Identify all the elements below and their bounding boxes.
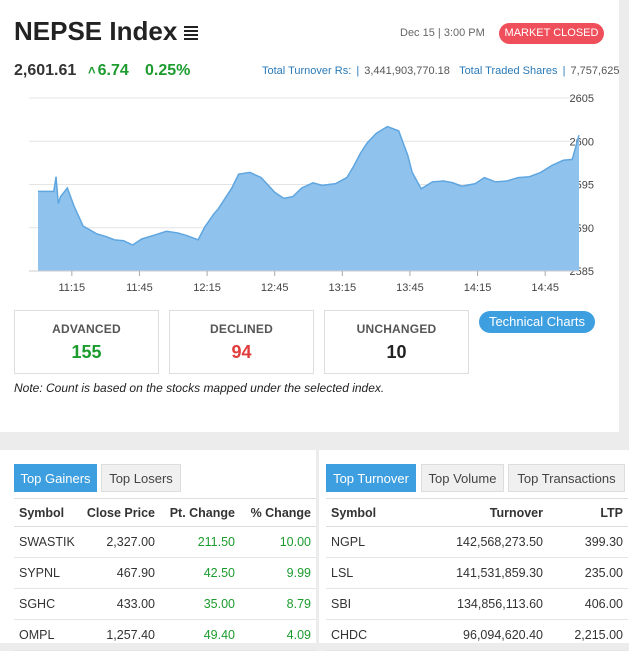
menu-icon[interactable] [184, 26, 198, 40]
value-cell: 142,568,273.50 [396, 526, 548, 558]
index-change: ˄ 6.74 [88, 62, 129, 80]
turnover-label: Total Turnover Rs: [262, 65, 352, 77]
value-cell: 399.30 [548, 526, 628, 558]
value-cell: 2,215.00 [548, 619, 628, 651]
declined-box: DECLINED 94 [169, 310, 314, 374]
table-row[interactable]: OMPL 1,257.40 49.40 4.09 [14, 619, 316, 651]
value-cell: 8.79 [240, 588, 316, 620]
value-cell: 35.00 [160, 588, 240, 620]
advanced-count: 155 [71, 342, 102, 362]
index-card: NEPSE Index Dec 15 | 3:00 PM MARKET CLOS… [0, 0, 619, 432]
value-cell: 42.50 [160, 557, 240, 589]
value-cell: 467.90 [80, 557, 160, 589]
unchanged-count: 10 [386, 342, 407, 362]
index-change-value: 6.74 [97, 62, 129, 79]
market-stats: Total Turnover Rs: | 3,441,903,770.18 To… [262, 65, 620, 77]
value-cell: 2,327.00 [80, 526, 160, 558]
table-row[interactable]: SWASTIK 2,327.00 211.50 10.00 [14, 526, 316, 558]
value-cell: 10.00 [240, 526, 316, 558]
turnover-table: Symbol Turnover LTP NGPL 142,568,273.50 39… [326, 498, 628, 651]
index-value: 2,601.61 [14, 62, 77, 79]
symbol-cell[interactable]: SYPNL [14, 557, 80, 589]
index-change-pct: 0.25% [145, 62, 191, 79]
technical-charts-button[interactable]: Technical Charts [479, 311, 595, 333]
turnover-tabs: Top Turnover Top Volume Top Transactions [326, 464, 626, 492]
shares-value: 7,757,625 [570, 65, 620, 77]
gainers-panel: Top Gainers Top Losers Symbol Close Pric… [0, 450, 316, 651]
market-status-badge: MARKET CLOSED [499, 23, 604, 44]
table-row[interactable]: SGHC 433.00 35.00 8.79 [14, 588, 316, 620]
symbol-cell[interactable]: LSL [326, 557, 396, 589]
value-cell: 96,094,620.40 [396, 619, 548, 651]
unchanged-box: UNCHANGED 10 [324, 310, 469, 374]
symbol-cell[interactable]: OMPL [14, 619, 80, 651]
index-area [38, 126, 579, 271]
value-cell: 9.99 [240, 557, 316, 589]
tab-top-losers[interactable]: Top Losers [101, 464, 181, 492]
symbol-cell[interactable]: SWASTIK [14, 526, 80, 558]
declined-count: 94 [231, 342, 252, 362]
col-turnover[interactable]: Turnover [396, 498, 548, 527]
table-header-row: Symbol Close Price Pt. Change % Change [14, 498, 316, 527]
advanced-box: ADVANCED 155 [14, 310, 159, 374]
table-row[interactable]: LSL 141,531,859.30 235.00 [326, 557, 628, 589]
shares-label: Total Traded Shares [459, 65, 558, 77]
tab-top-turnover[interactable]: Top Turnover [326, 464, 416, 492]
table-header-row: Symbol Turnover LTP [326, 498, 628, 527]
x-tick-label: 12:15 [193, 282, 221, 294]
up-arrow-icon: ˄ [88, 63, 96, 78]
value-cell: 406.00 [548, 588, 628, 620]
index-line [38, 125, 580, 246]
tab-top-volume[interactable]: Top Volume [421, 464, 504, 492]
value-cell: 4.09 [240, 619, 316, 651]
y-tick-label: 2605 [570, 93, 594, 105]
col-pct-change[interactable]: % Change [240, 498, 316, 527]
symbol-cell[interactable]: SBI [326, 588, 396, 620]
col-pt-change[interactable]: Pt. Change [160, 498, 240, 527]
value-cell: 235.00 [548, 557, 628, 589]
value-cell: 141,531,859.30 [396, 557, 548, 589]
tab-top-gainers[interactable]: Top Gainers [14, 464, 97, 492]
x-tick-label: 14:15 [464, 282, 492, 294]
x-tick-label: 13:15 [329, 282, 357, 294]
unchanged-label: UNCHANGED [356, 322, 437, 336]
x-tick-label: 14:45 [531, 282, 559, 294]
tab-top-transactions[interactable]: Top Transactions [508, 464, 625, 492]
x-tick-label: 11:15 [58, 282, 85, 294]
y-tick-label: 2600 [570, 136, 594, 148]
x-tick-label: 11:45 [126, 282, 153, 294]
symbol-cell[interactable]: SGHC [14, 588, 80, 620]
symbol-cell[interactable]: CHDC [326, 619, 396, 651]
value-cell: 1,257.40 [80, 619, 160, 651]
turnover-panel: Top Turnover Top Volume Top Transactions… [319, 450, 629, 651]
count-note: Note: Count is based on the stocks mappe… [14, 381, 385, 395]
market-datetime: Dec 15 | 3:00 PM [400, 27, 485, 39]
turnover-value: 3,441,903,770.18 [364, 65, 450, 77]
page-title: NEPSE Index [14, 16, 178, 46]
col-symbol[interactable]: Symbol [326, 498, 396, 527]
value-cell: 49.40 [160, 619, 240, 651]
col-ltp[interactable]: LTP [548, 498, 628, 527]
advanced-label: ADVANCED [52, 322, 121, 336]
x-tick-label: 12:45 [261, 282, 289, 294]
x-tick-label: 13:45 [396, 282, 424, 294]
table-row[interactable]: NGPL 142,568,273.50 399.30 [326, 526, 628, 558]
col-symbol[interactable]: Symbol [14, 498, 80, 527]
value-cell: 134,856,113.60 [396, 588, 548, 620]
table-row[interactable]: SYPNL 467.90 42.50 9.99 [14, 557, 316, 589]
declined-label: DECLINED [210, 322, 273, 336]
value-cell: 433.00 [80, 588, 160, 620]
symbol-cell[interactable]: NGPL [326, 526, 396, 558]
gainers-tabs: Top Gainers Top Losers [14, 464, 184, 492]
gainers-table: Symbol Close Price Pt. Change % Change S… [14, 498, 316, 651]
table-row[interactable]: SBI 134,856,113.60 406.00 [326, 588, 628, 620]
table-row[interactable]: CHDC 96,094,620.40 2,215.00 [326, 619, 628, 651]
col-close-price[interactable]: Close Price [80, 498, 160, 527]
value-cell: 211.50 [160, 526, 240, 558]
